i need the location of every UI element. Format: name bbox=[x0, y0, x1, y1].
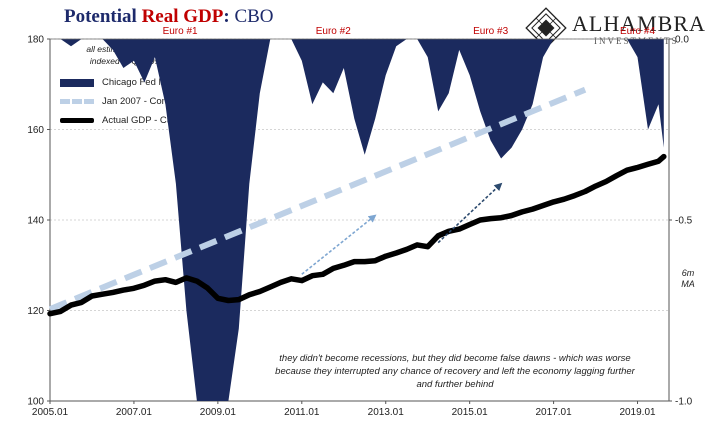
title-part-4: CBO bbox=[234, 6, 274, 27]
euro-label-2: Euro #2 bbox=[316, 26, 351, 37]
x-tick-label-1: 2007.01 bbox=[116, 407, 153, 418]
rhs-unit-label: 6m MA bbox=[681, 268, 695, 289]
title-highlight: Real GDP bbox=[141, 6, 224, 27]
y2-tick-label-2: 0.0 bbox=[675, 35, 689, 46]
series-potential-line bbox=[48, 86, 587, 312]
x-tick-label-6: 2017.01 bbox=[536, 407, 573, 418]
x-tick-label-7: 2019.01 bbox=[619, 407, 656, 418]
legend-label-1: Chicago Fed NAI - RHS bbox=[102, 77, 203, 88]
legend-swatch-1 bbox=[60, 79, 94, 87]
y-tick-label-2: 140 bbox=[27, 216, 44, 227]
logo-name: ALHAMBRA bbox=[572, 11, 705, 36]
y-tick-label-0: 100 bbox=[27, 397, 44, 408]
y-tick-label-3: 160 bbox=[27, 125, 44, 136]
y2-tick-label-0: -1.0 bbox=[675, 397, 693, 408]
y-tick-label-4: 180 bbox=[27, 35, 44, 46]
series-nai-area bbox=[50, 39, 664, 401]
trend-arrow-2 bbox=[437, 182, 503, 244]
euro-label-4: Euro #4 bbox=[620, 26, 655, 37]
series-actual-line bbox=[47, 153, 667, 317]
diamond-logo-icon bbox=[525, 7, 567, 49]
legend-swatch-2 bbox=[60, 99, 94, 104]
x-tick-label-2: 2009.01 bbox=[200, 407, 237, 418]
title-part-3: : bbox=[223, 6, 235, 27]
legend-swatch-3 bbox=[60, 118, 94, 123]
y2-tick-label-1: -0.5 bbox=[675, 216, 693, 227]
euro-label-1: Euro #1 bbox=[163, 26, 198, 37]
chart-title: Potential Real GDP: CBO bbox=[64, 6, 274, 28]
x-tick-label-0: 2005.01 bbox=[32, 407, 69, 418]
legend-label-2: Jan 2007 - Constant 2005 $s bbox=[102, 96, 225, 107]
chart-annotation: they didn't become recessions, but they … bbox=[275, 353, 635, 390]
x-tick-label-4: 2013.01 bbox=[368, 407, 405, 418]
euro-label-3: Euro #3 bbox=[473, 26, 508, 37]
x-tick-label-3: 2011.01 bbox=[284, 407, 320, 418]
title-part-1: Potential bbox=[64, 6, 142, 27]
y-tick-label-1: 120 bbox=[27, 306, 44, 317]
trend-arrow-1 bbox=[301, 214, 377, 275]
x-tick-label-5: 2015.01 bbox=[452, 407, 489, 418]
